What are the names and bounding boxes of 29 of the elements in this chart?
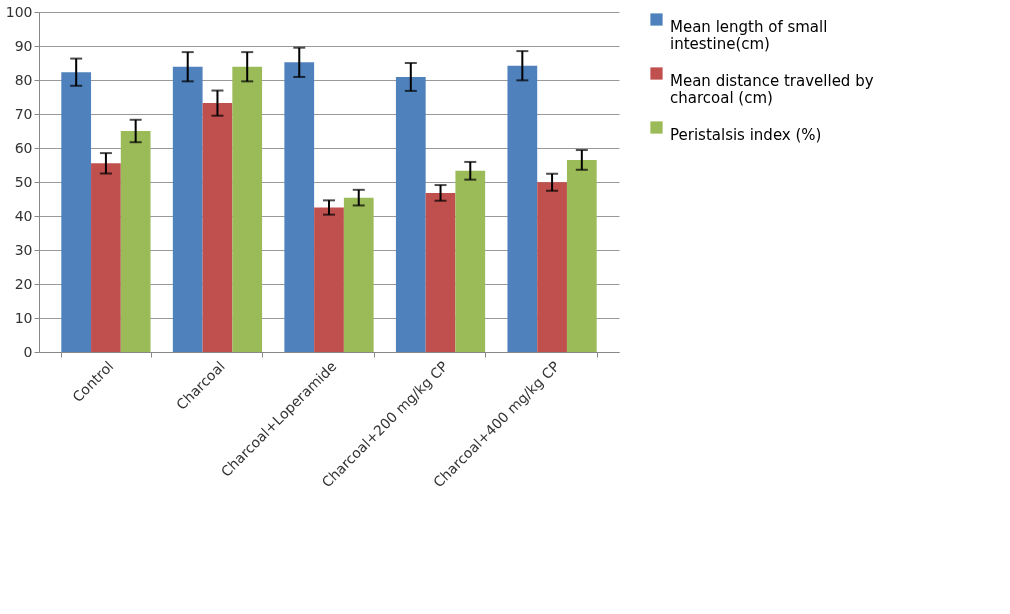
bar (232, 66, 263, 352)
bar (61, 72, 92, 352)
y-tick-label: 20 (14, 275, 33, 292)
bar (425, 192, 456, 352)
y-tick-label: 40 (14, 207, 33, 224)
legend-label: Mean distance travelled by charcoal (cm) (670, 71, 874, 107)
bar (455, 170, 486, 352)
bar (537, 182, 567, 352)
bar (120, 131, 151, 352)
bar (314, 207, 344, 352)
legend-label: Mean length of small intestine(cm) (670, 17, 828, 53)
bar (202, 103, 233, 352)
bar (91, 163, 121, 352)
y-tick-label: 50 (14, 173, 33, 190)
y-tick-label: 30 (14, 241, 33, 258)
y-tick-label: 70 (14, 105, 33, 122)
y-tick-label: 90 (14, 37, 33, 54)
y-tick-label: 10 (14, 309, 33, 326)
bar (284, 62, 315, 352)
bar (507, 65, 538, 352)
y-tick-label: 60 (14, 139, 33, 156)
y-tick-label: 100 (5, 3, 33, 20)
y-tick-label: 80 (14, 71, 33, 88)
bar (343, 197, 374, 352)
bar (566, 159, 597, 352)
legend-label: Peristalsis index (%) (670, 125, 822, 144)
y-tick-label: 0 (23, 343, 33, 360)
bar (172, 66, 203, 352)
bar (395, 76, 426, 352)
